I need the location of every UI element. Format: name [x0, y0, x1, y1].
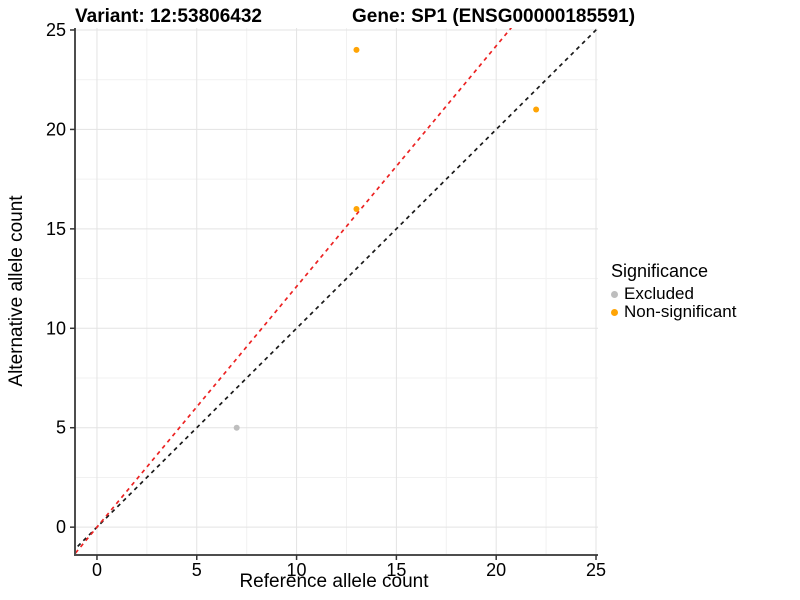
legend-entry-excluded: Excluded — [611, 284, 736, 303]
data-point-excluded — [233, 424, 240, 431]
legend: Significance Excluded Non-significant — [611, 261, 736, 321]
variant-title: Variant: 12:53806432 — [75, 6, 262, 27]
x-tick-label: 5 — [192, 560, 202, 580]
legend-title: Significance — [611, 261, 709, 281]
data-point-non-significant — [533, 106, 540, 113]
x-tick-label: 25 — [586, 560, 606, 580]
x-tick-label: 10 — [287, 560, 307, 580]
legend-label-excluded: Excluded — [624, 284, 694, 303]
legend-entry-non-significant: Non-significant — [611, 302, 737, 321]
legend-label-non-significant: Non-significant — [624, 302, 737, 321]
legend-dot-non-significant — [611, 308, 618, 316]
gene-title: Gene: SP1 (ENSG00000185591) — [352, 6, 636, 27]
y-tick-label: 15 — [46, 219, 66, 239]
x-tick-label: 15 — [386, 560, 406, 580]
y-tick-label: 10 — [46, 318, 66, 338]
y-tick-label: 0 — [56, 517, 66, 537]
x-tick-label: 0 — [92, 560, 102, 580]
data-point-non-significant — [353, 205, 360, 212]
x-tick-label: 20 — [486, 560, 506, 580]
x-axis-title: Reference allele count — [239, 571, 429, 592]
identity-line — [75, 28, 598, 551]
expected-ratio-line — [75, 28, 513, 555]
y-tick-label: 20 — [46, 119, 66, 139]
y-tick-label: 25 — [46, 20, 66, 40]
legend-entries: Excluded Non-significant — [611, 284, 737, 321]
data-point-non-significant — [353, 46, 360, 53]
y-tick-label: 5 — [56, 418, 66, 438]
legend-dot-excluded — [611, 290, 618, 298]
